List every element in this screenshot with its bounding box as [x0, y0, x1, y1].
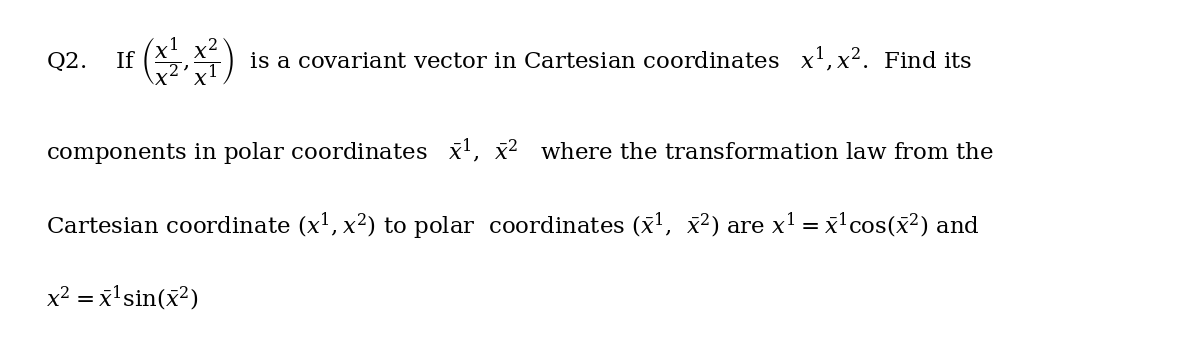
Text: Q2.    If $\left(\dfrac{x^1}{x^2},\dfrac{x^2}{x^1}\right)$  is a covariant vecto: Q2. If $\left(\dfrac{x^1}{x^2},\dfrac{x^… — [46, 35, 972, 88]
Text: $x^2 = \bar{x}^1\sin(\bar{x}^2)$: $x^2 = \bar{x}^1\sin(\bar{x}^2)$ — [46, 284, 198, 313]
Text: Cartesian coordinate $(x^1, x^2)$ to polar  coordinates $(\bar{x}^1$,  $\bar{x}^: Cartesian coordinate $(x^1, x^2)$ to pol… — [46, 211, 979, 242]
Text: components in polar coordinates   $\bar{x}^1$,  $\bar{x}^2$   where the transfor: components in polar coordinates $\bar{x}… — [46, 137, 994, 168]
